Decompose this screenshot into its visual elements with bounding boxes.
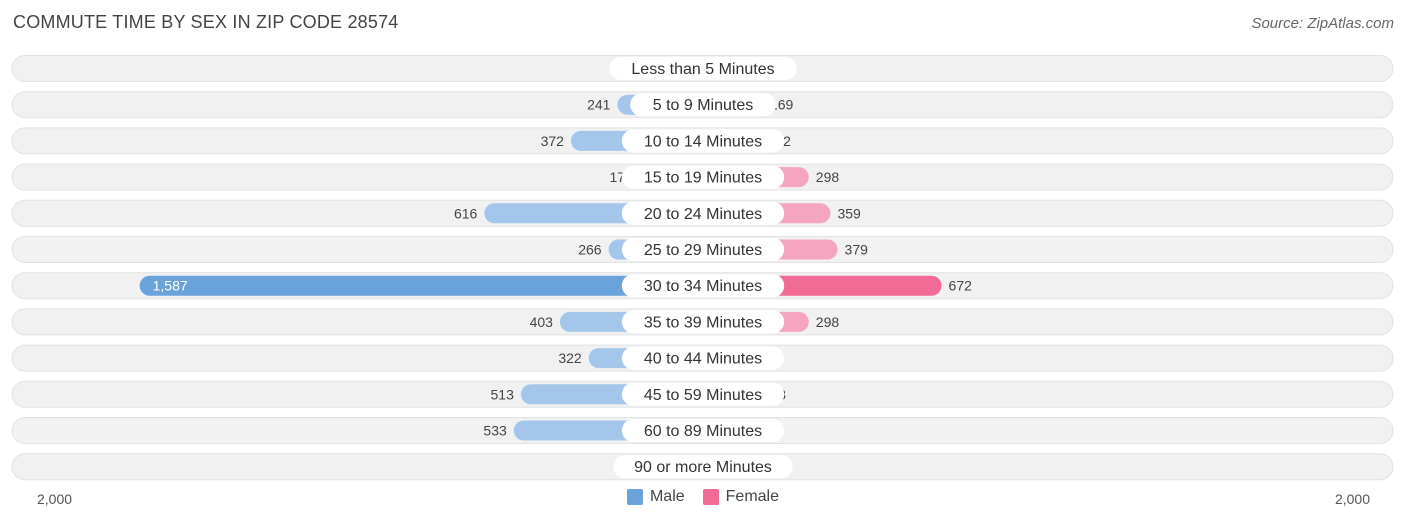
- axis-label-left: 2,000: [37, 491, 73, 507]
- chart-legend: Male Female: [0, 488, 1406, 506]
- legend-label-male: Male: [649, 488, 685, 505]
- category-pill-45-to-59-minutes: [621, 382, 785, 406]
- category-label-35-to-39-minutes: 35 to 39 Minutes: [644, 314, 762, 331]
- category-pill-40-to-44-minutes: [621, 346, 785, 370]
- value-label-male-35-to-39-minutes: 403: [530, 314, 554, 330]
- value-label-female-20-to-24-minutes: 359: [837, 205, 861, 221]
- value-label-female-30-to-34-minutes: 672: [949, 278, 973, 294]
- category-pill-10-to-14-minutes: [621, 129, 785, 153]
- category-pill-20-to-24-minutes: [621, 201, 785, 225]
- category-label-20-to-24-minutes: 20 to 24 Minutes: [644, 206, 762, 223]
- category-label-45-to-59-minutes: 45 to 59 Minutes: [644, 387, 762, 404]
- legend-item-female: Female: [702, 488, 780, 506]
- legend-label-female: Female: [725, 488, 780, 505]
- chart-title: COMMUTE TIME BY SEX IN ZIP CODE 28574: [13, 12, 399, 32]
- legend-swatch-female: [702, 489, 719, 505]
- category-pill-25-to-29-minutes: [621, 238, 785, 261]
- category-label-less-than-5-minutes: Less than 5 Minutes: [631, 61, 774, 78]
- category-pill-5-to-9-minutes: [630, 93, 776, 117]
- chart-source: Source: ZipAtlas.com: [1251, 15, 1394, 32]
- value-label-male-10-to-14-minutes: 372: [541, 133, 565, 149]
- value-label-female-35-to-39-minutes: 298: [816, 314, 840, 330]
- value-label-male-45-to-59-minutes: 513: [491, 386, 515, 402]
- legend-item-male: Male: [626, 488, 685, 506]
- category-label-5-to-9-minutes: 5 to 9 Minutes: [653, 97, 754, 114]
- category-pill-30-to-34-minutes: [621, 274, 785, 298]
- category-pill-less-than-5-minutes: [609, 57, 797, 80]
- category-pill-60-to-89-minutes: [621, 419, 785, 442]
- category-pill-15-to-19-minutes: [621, 165, 785, 189]
- value-label-male-40-to-44-minutes: 322: [558, 350, 582, 366]
- value-label-female-15-to-19-minutes: 298: [816, 169, 840, 185]
- category-pill-35-to-39-minutes: [621, 310, 785, 334]
- category-label-60-to-89-minutes: 60 to 89 Minutes: [644, 423, 762, 440]
- category-label-15-to-19-minutes: 15 to 19 Minutes: [644, 170, 762, 187]
- value-label-male-25-to-29-minutes: 266: [578, 242, 602, 258]
- value-label-male-60-to-89-minutes: 533: [483, 423, 507, 439]
- bar-male-30-to-34-minutes: [139, 275, 714, 296]
- category-label-90-or-more-minutes: 90 or more Minutes: [634, 459, 772, 476]
- axis-label-right: 2,000: [1334, 491, 1370, 507]
- category-label-30-to-34-minutes: 30 to 34 Minutes: [644, 278, 762, 295]
- category-pill-90-or-more-minutes: [613, 455, 793, 479]
- legend-swatch-male: [626, 489, 643, 505]
- category-label-40-to-44-minutes: 40 to 44 Minutes: [644, 351, 762, 368]
- value-label-male-30-to-34-minutes: 1,587: [153, 278, 188, 294]
- category-label-25-to-29-minutes: 25 to 29 Minutes: [644, 242, 762, 259]
- value-label-male-5-to-9-minutes: 241: [587, 97, 611, 113]
- value-label-female-5-to-9-minutes: 169: [770, 97, 794, 113]
- value-label-female-25-to-29-minutes: 379: [845, 242, 869, 258]
- value-label-male-20-to-24-minutes: 616: [454, 205, 478, 221]
- category-label-10-to-14-minutes: 10 to 14 Minutes: [644, 133, 762, 150]
